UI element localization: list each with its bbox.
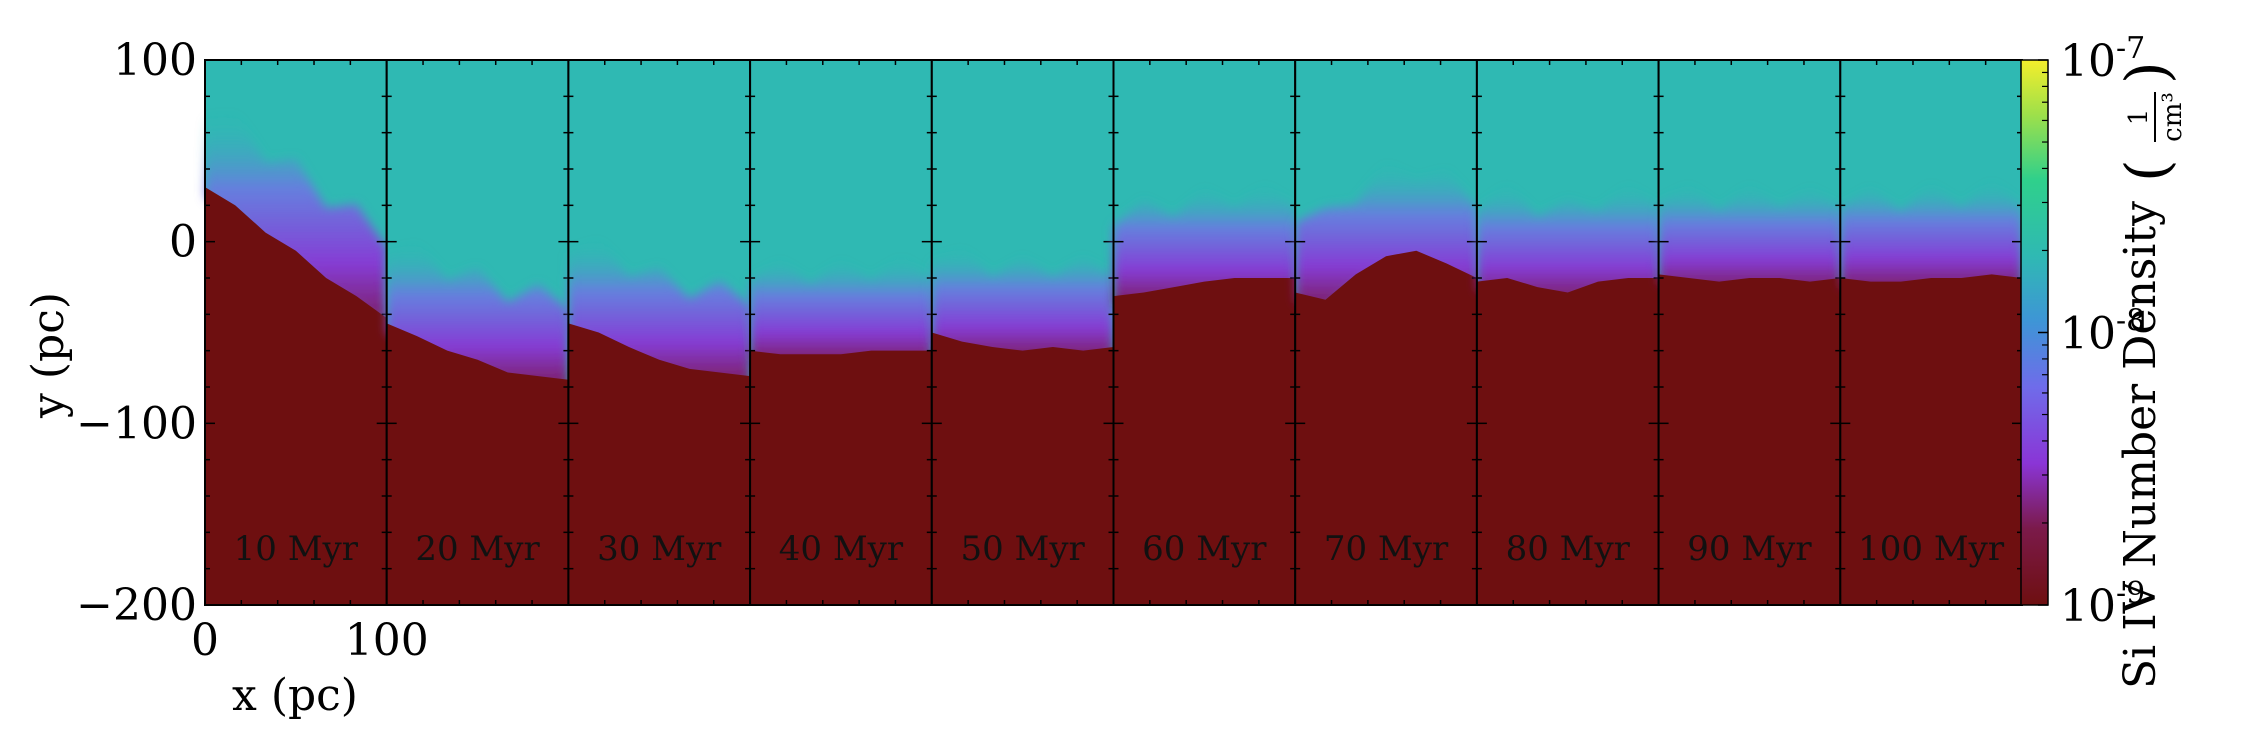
- panel-time-label: 20 Myr: [415, 529, 540, 569]
- heatmap-panel: 70 Myr: [1294, 59, 1478, 606]
- panel-time-label: 80 Myr: [1506, 529, 1631, 569]
- heatmap-panels: 10 Myr 20 Myr 30 Myr 40 Myr 50 Myr 60 Myr 70 M…: [204, 59, 2024, 606]
- low-density-region: [1658, 274, 1841, 605]
- colorbar-unit: ( 1 cm³ ): [2113, 61, 2188, 182]
- x-tick-label: 0: [191, 615, 219, 666]
- x-axis-ticks: 0 100: [191, 615, 429, 666]
- panel-time-label: 90 Myr: [1687, 529, 1812, 569]
- colorbar-ticks: 10-710-810-9: [2038, 31, 2145, 632]
- heatmap-panel: 100 Myr: [1839, 59, 2024, 606]
- heatmap-panel: 80 Myr: [1475, 59, 1660, 606]
- low-density-region: [1840, 274, 2022, 605]
- mixing-layer: [205, 113, 387, 328]
- mixing-layer: [1476, 186, 1659, 303]
- y-axis-label: y (pc): [23, 292, 74, 419]
- colorbar-tick-label: 10-7: [2060, 31, 2145, 87]
- y-axis-ticks: 100 0 −100 −200: [76, 35, 197, 631]
- colorbar-tick-base: 10: [2060, 581, 2116, 632]
- low-density-region: [931, 332, 1114, 605]
- panel-time-label: 60 Myr: [1142, 529, 1267, 569]
- mixing-layer: [750, 258, 932, 365]
- mixing-layer: [1658, 186, 1841, 292]
- mixing-layer: [931, 249, 1114, 361]
- x-axis-label: x (pc): [232, 670, 358, 721]
- panel-time-label: 100 Myr: [1858, 529, 2005, 569]
- colorbar-tick-label: 10-8: [2060, 304, 2145, 360]
- colorbar-unit-denominator: cm³: [2158, 92, 2188, 142]
- colorbar-label: Si IV Number Density: [2115, 201, 2166, 689]
- colorbar-unit-numerator: 1: [2124, 109, 2154, 126]
- colorbar: 10-710-810-9 Si IV Number Density ( 1 cm…: [2020, 31, 2188, 689]
- heatmap-panel: 50 Myr: [930, 59, 1115, 606]
- colorbar-unit-paren-open: (: [2113, 159, 2181, 182]
- low-density-region: [1113, 278, 1296, 605]
- heatmap-panel: 10 Myr: [204, 59, 388, 606]
- panel-time-label: 10 Myr: [234, 529, 359, 569]
- colorbar-tick-base: 10: [2060, 309, 2116, 360]
- colorbar-unit-paren-close: ): [2113, 61, 2181, 84]
- mixing-layer: [1295, 164, 1477, 310]
- y-tick-label: 0: [169, 217, 197, 268]
- low-density-region: [1476, 278, 1659, 605]
- heatmap-panel: 40 Myr: [749, 59, 933, 606]
- colorbar-tick-exponent: -8: [2116, 304, 2145, 339]
- low-density-region: [568, 323, 751, 605]
- panel-time-label: 30 Myr: [597, 529, 722, 569]
- heatmap-panel: 30 Myr: [567, 59, 752, 606]
- y-tick-label: 100: [113, 35, 197, 86]
- axes: 100 0 −100 −200 0 100 y (pc) x (pc): [23, 35, 429, 721]
- low-density-region: [205, 187, 387, 605]
- heatmap-panel: 20 Myr: [385, 59, 570, 606]
- colorbar-tick-base: 10: [2060, 36, 2116, 87]
- y-tick-label: −200: [76, 580, 197, 631]
- mixing-layer: [1840, 182, 2022, 292]
- heatmap-panel: 60 Myr: [1112, 59, 1297, 606]
- panel-time-label: 40 Myr: [779, 529, 904, 569]
- mixing-layer: [1113, 186, 1296, 307]
- y-tick-label: −100: [76, 398, 197, 449]
- colorbar-tick-label: 10-9: [2060, 576, 2145, 632]
- x-tick-label: 100: [345, 615, 429, 666]
- colorbar-tick-exponent: -7: [2116, 31, 2145, 66]
- low-density-region: [1295, 250, 1477, 605]
- panel-time-label: 70 Myr: [1324, 529, 1449, 569]
- low-density-region: [750, 350, 932, 605]
- panel-time-label: 50 Myr: [960, 529, 1085, 569]
- heatmap-panel: 90 Myr: [1657, 59, 1842, 606]
- low-density-region: [386, 323, 569, 605]
- colorbar-tick-exponent: -9: [2116, 576, 2145, 611]
